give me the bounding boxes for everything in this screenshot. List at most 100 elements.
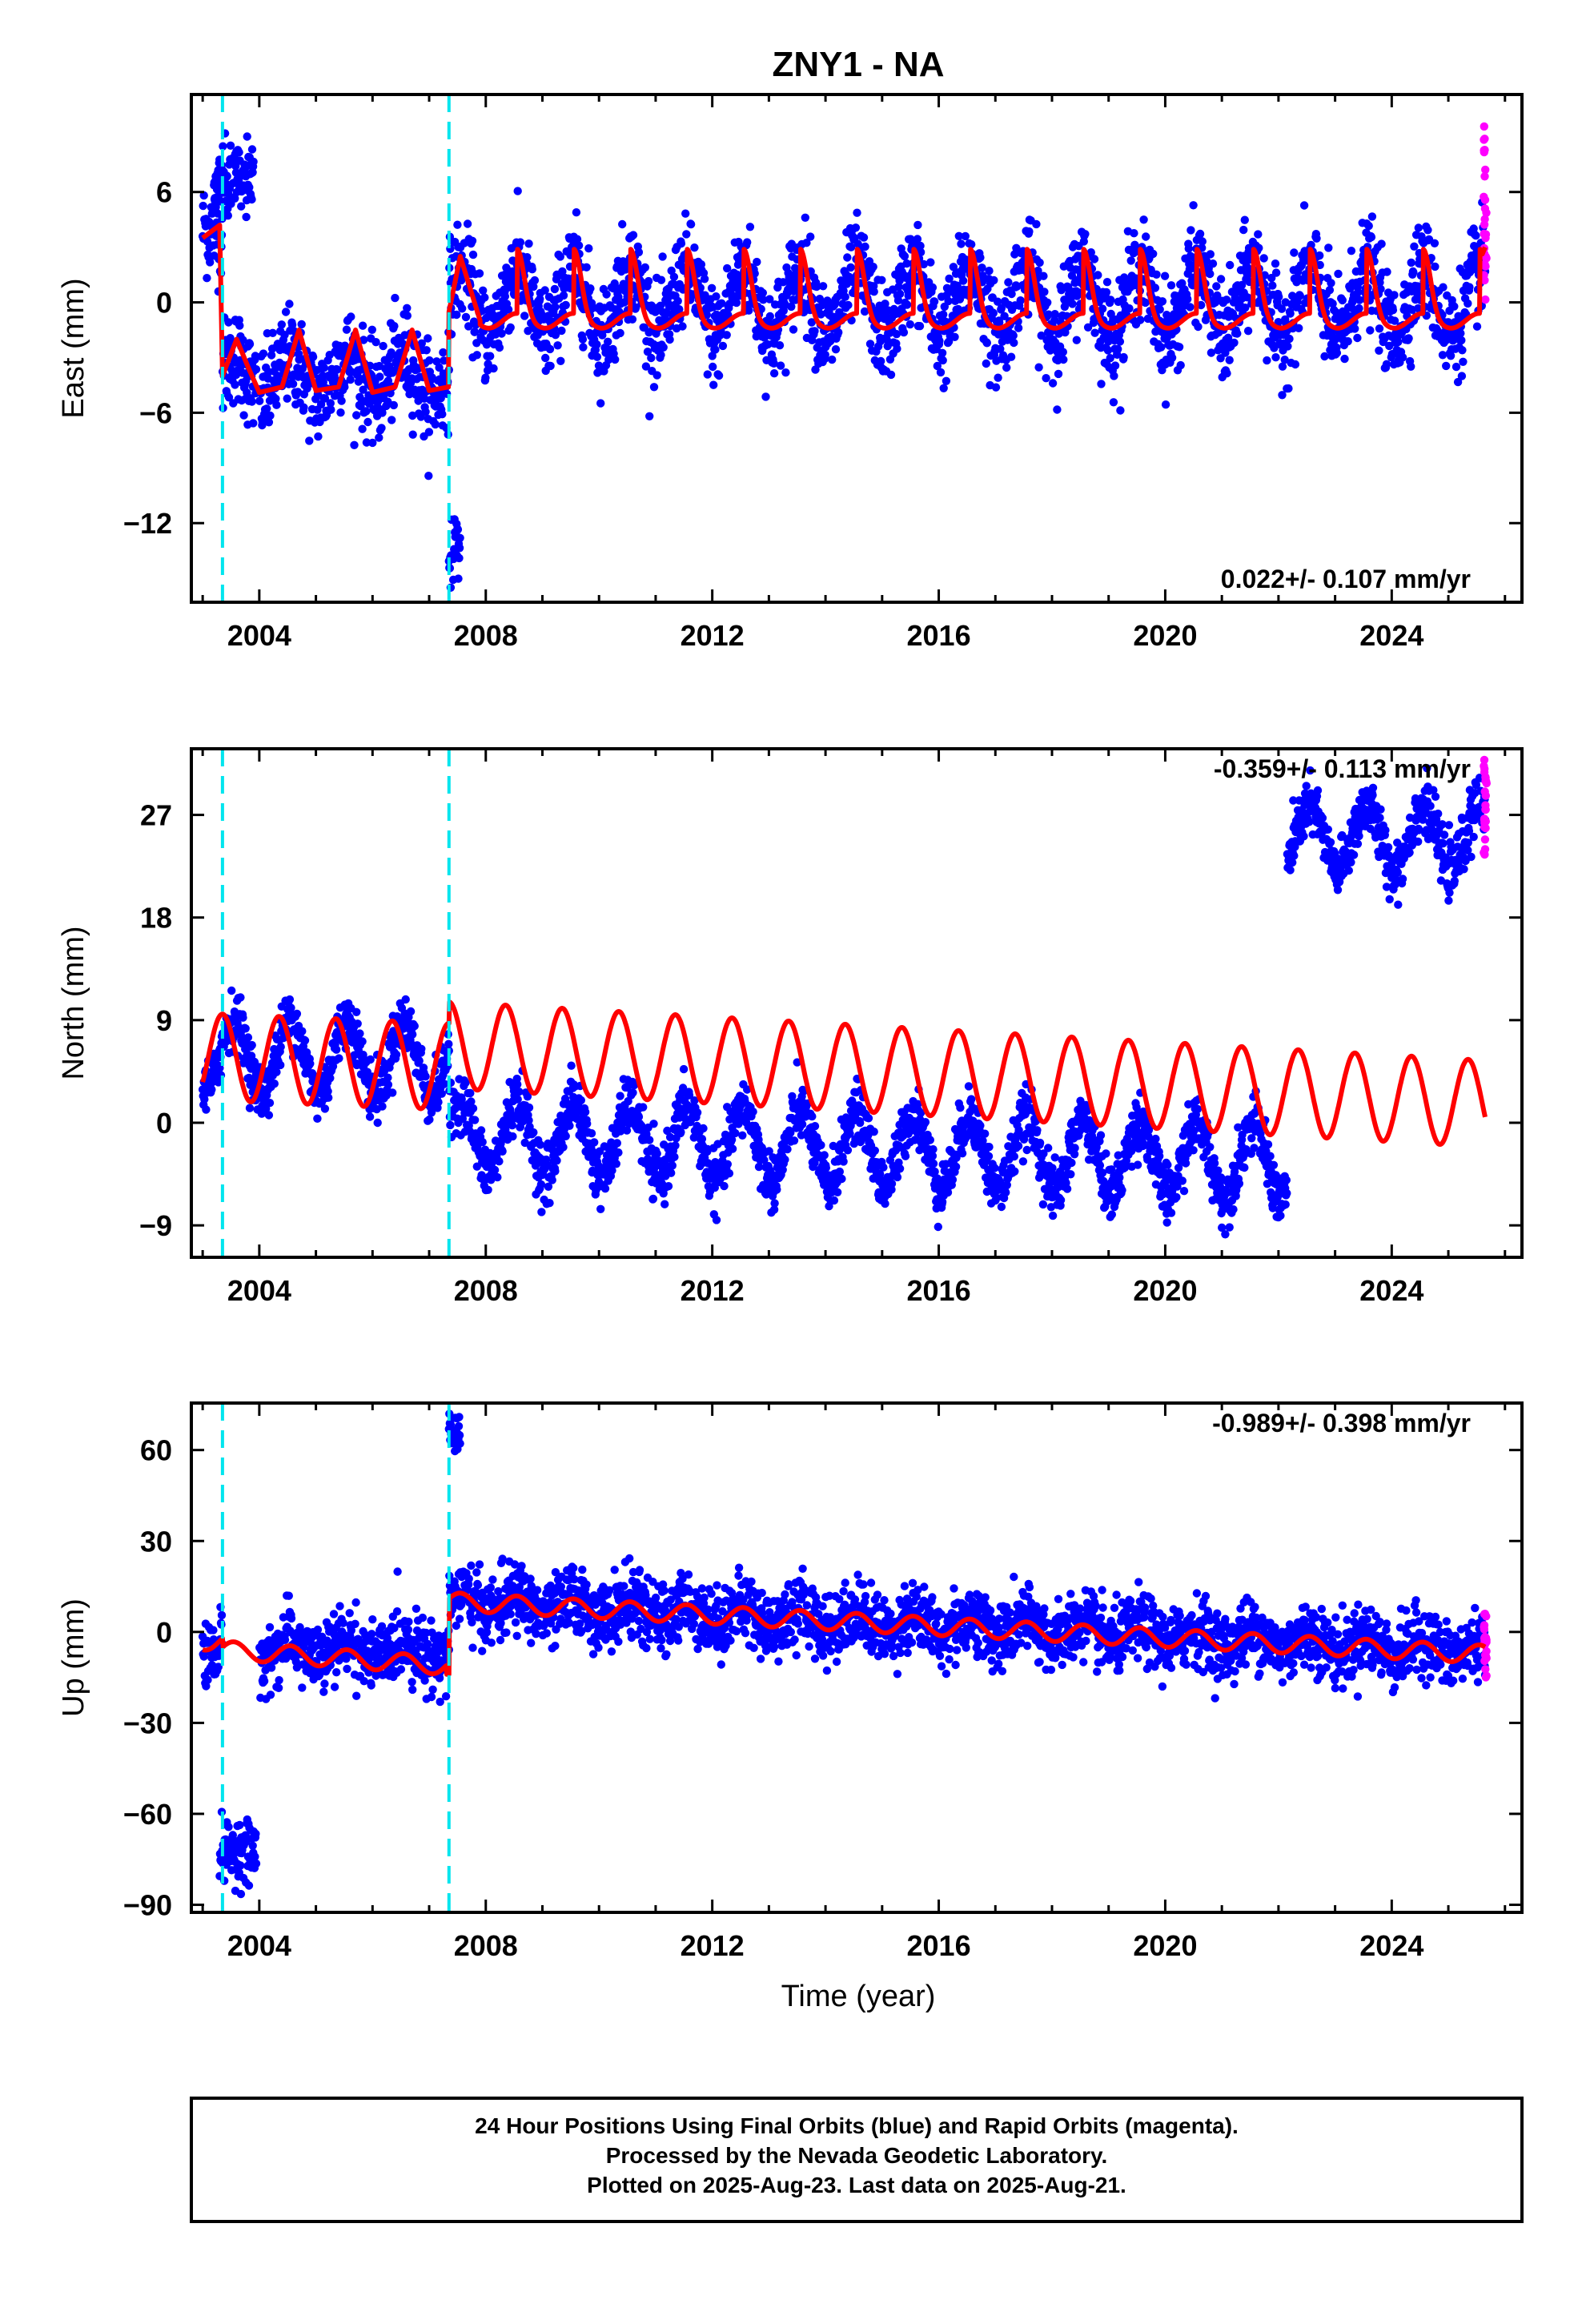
data-point bbox=[468, 250, 478, 259]
data-point bbox=[524, 327, 532, 336]
data-point bbox=[495, 1157, 504, 1166]
data-point bbox=[1377, 239, 1386, 248]
data-point bbox=[1243, 327, 1253, 336]
data-point bbox=[810, 1122, 820, 1131]
data-point bbox=[403, 304, 412, 312]
data-point bbox=[886, 370, 896, 380]
data-point bbox=[495, 343, 504, 352]
data-point bbox=[431, 420, 440, 429]
data-point bbox=[1064, 283, 1073, 292]
data-point bbox=[424, 334, 432, 343]
data-point bbox=[592, 352, 602, 361]
data-point bbox=[587, 1129, 596, 1138]
data-point bbox=[434, 1098, 443, 1107]
data-point bbox=[1025, 227, 1034, 236]
data-point bbox=[709, 380, 718, 389]
data-point bbox=[915, 322, 925, 331]
data-point bbox=[1216, 275, 1226, 283]
data-point bbox=[268, 328, 277, 337]
x-tick-label: 2008 bbox=[454, 619, 518, 652]
data-point bbox=[808, 1112, 817, 1121]
data-point bbox=[1178, 279, 1186, 287]
rapid-point bbox=[1480, 122, 1489, 131]
data-point bbox=[929, 1145, 938, 1154]
data-point bbox=[297, 320, 306, 329]
data-point bbox=[668, 1161, 677, 1170]
data-point bbox=[1456, 329, 1465, 338]
data-point bbox=[892, 330, 901, 339]
y-tick-label: 6 bbox=[156, 176, 172, 209]
data-point bbox=[786, 1128, 795, 1137]
data-point bbox=[277, 320, 286, 329]
data-point bbox=[634, 1112, 644, 1121]
data-point bbox=[498, 1147, 507, 1156]
data-point bbox=[530, 275, 540, 285]
data-point bbox=[276, 1043, 285, 1051]
data-point bbox=[994, 373, 1002, 382]
data-point bbox=[559, 1143, 568, 1152]
y-tick-label: 0 bbox=[156, 287, 172, 320]
data-point bbox=[895, 1164, 905, 1173]
data-point bbox=[1472, 322, 1482, 331]
x-axis: 2004 2008 2012 2016 2020 2024 bbox=[201, 94, 1507, 652]
data-point bbox=[313, 1114, 322, 1124]
data-point bbox=[264, 1111, 274, 1120]
data-point bbox=[287, 1003, 295, 1012]
data-point bbox=[1042, 374, 1050, 383]
data-point bbox=[529, 1128, 538, 1137]
data-point bbox=[1223, 333, 1233, 342]
data-point bbox=[472, 339, 481, 348]
data-point bbox=[440, 1080, 449, 1088]
data-point bbox=[678, 322, 687, 331]
data-point bbox=[249, 157, 258, 167]
data-point bbox=[793, 1058, 801, 1067]
data-point bbox=[437, 1089, 446, 1098]
data-point bbox=[982, 339, 992, 348]
data-point bbox=[902, 259, 911, 268]
data-point bbox=[239, 1013, 247, 1022]
data-point bbox=[1109, 398, 1118, 407]
x-tick-label: 2024 bbox=[1359, 619, 1423, 652]
data-point bbox=[881, 1199, 889, 1208]
data-point bbox=[697, 1135, 707, 1144]
data-point bbox=[1120, 273, 1129, 282]
data-point bbox=[976, 253, 985, 262]
data-point bbox=[853, 208, 861, 217]
data-point bbox=[1285, 334, 1294, 344]
data-point bbox=[524, 1103, 534, 1112]
data-point bbox=[524, 239, 533, 248]
model-fit-line bbox=[201, 223, 1488, 396]
data-point bbox=[869, 287, 878, 296]
data-point bbox=[810, 327, 819, 336]
rapid-orbit-points bbox=[1480, 122, 1491, 304]
data-point bbox=[1174, 343, 1184, 352]
data-point bbox=[895, 289, 905, 299]
data-point bbox=[728, 1144, 737, 1153]
data-point bbox=[283, 394, 291, 403]
data-point bbox=[350, 440, 359, 449]
data-point bbox=[1006, 352, 1016, 361]
data-point bbox=[1044, 310, 1054, 319]
data-point bbox=[851, 223, 861, 232]
data-point bbox=[612, 1139, 621, 1148]
data-point bbox=[1431, 262, 1439, 271]
data-point bbox=[1271, 268, 1281, 277]
data-point bbox=[1139, 215, 1148, 224]
data-point bbox=[664, 1182, 673, 1191]
data-point bbox=[455, 544, 464, 553]
data-point bbox=[1343, 337, 1352, 346]
data-point bbox=[486, 352, 495, 360]
data-point bbox=[935, 336, 944, 345]
data-point bbox=[388, 1088, 397, 1097]
data-point bbox=[378, 408, 387, 417]
data-point bbox=[893, 344, 901, 353]
data-point bbox=[622, 1126, 632, 1135]
data-point bbox=[1327, 279, 1335, 287]
data-point bbox=[1090, 328, 1099, 337]
data-point bbox=[1086, 248, 1096, 257]
data-point bbox=[199, 191, 208, 200]
data-point bbox=[536, 1180, 546, 1189]
data-point bbox=[551, 1167, 560, 1176]
data-point bbox=[586, 284, 595, 293]
data-point bbox=[640, 263, 649, 272]
